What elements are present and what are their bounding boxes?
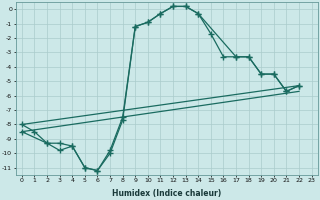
X-axis label: Humidex (Indice chaleur): Humidex (Indice chaleur) — [112, 189, 221, 198]
